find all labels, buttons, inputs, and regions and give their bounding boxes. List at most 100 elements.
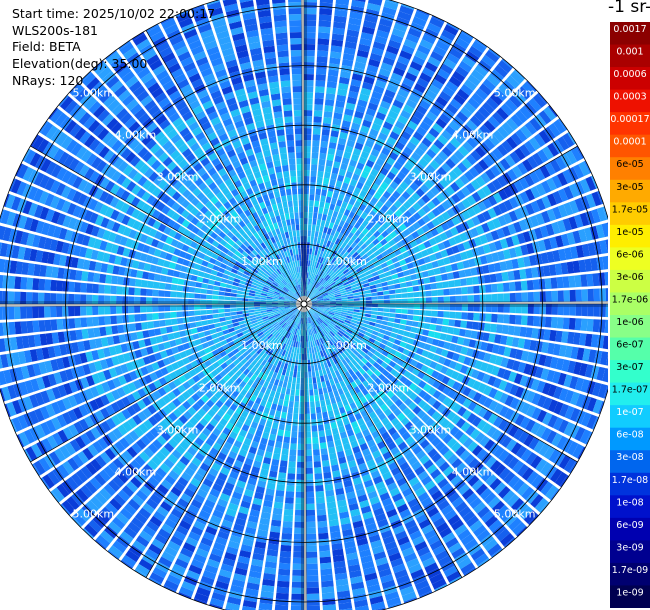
- data-cell: [314, 473, 323, 480]
- data-cell: [343, 350, 350, 357]
- data-cell: [307, 236, 311, 243]
- data-cell: [509, 348, 518, 359]
- data-cell: [306, 317, 309, 324]
- data-cell: [56, 357, 65, 370]
- data-cell: [393, 472, 404, 482]
- data-cell: [410, 568, 425, 580]
- data-cell: [371, 122, 382, 132]
- data-cell: [187, 431, 197, 441]
- data-cell: [276, 317, 283, 322]
- data-cell: [229, 534, 242, 544]
- data-cell: [311, 307, 317, 311]
- data-cell: [205, 437, 215, 447]
- data-cell: [334, 313, 341, 318]
- data-cell: [41, 347, 50, 360]
- data-cell: [388, 360, 397, 368]
- data-cell: [329, 203, 336, 211]
- data-cell: [454, 362, 463, 372]
- data-cell: [86, 283, 93, 293]
- data-cell: [180, 425, 191, 435]
- data-cell: [353, 593, 367, 602]
- data-cell: [461, 488, 474, 500]
- data-cell: [460, 421, 471, 433]
- data-cell: [242, 310, 249, 314]
- data-cell: [375, 319, 383, 324]
- data-cell: [179, 455, 190, 466]
- data-cell: [482, 210, 492, 221]
- data-cell: [443, 311, 450, 318]
- data-cell: [284, 300, 291, 302]
- data-cell: [196, 276, 204, 283]
- data-cell: [559, 475, 569, 488]
- data-cell: [366, 64, 379, 74]
- data-cell: [167, 381, 177, 391]
- data-cell: [311, 315, 316, 321]
- data-cell: [8, 321, 16, 335]
- data-cell: [344, 236, 351, 244]
- data-cell: [311, 287, 316, 293]
- data-cell: [276, 404, 283, 412]
- data-cell: [476, 213, 486, 224]
- data-cell: [318, 532, 329, 540]
- data-cell: [57, 267, 65, 279]
- data-cell: [304, 312, 306, 318]
- data-cell: [265, 375, 272, 383]
- data-cell: [256, 449, 265, 457]
- data-cell: [338, 329, 345, 336]
- data-cell: [108, 479, 121, 493]
- data-cell: [134, 349, 143, 359]
- data-cell: [203, 347, 212, 354]
- data-cell: [349, 11, 363, 20]
- data-cell: [260, 335, 267, 342]
- data-cell: [493, 403, 504, 415]
- data-cell: [348, 368, 355, 376]
- data-cell: [335, 310, 342, 314]
- data-cell: [155, 467, 167, 479]
- data-cell: [352, 587, 366, 596]
- data-cell: [353, 526, 366, 535]
- data-cell: [318, 430, 325, 438]
- data-cell: [306, 242, 310, 249]
- data-cell: [373, 261, 381, 267]
- data-cell: [218, 313, 225, 318]
- data-cell: [373, 85, 385, 95]
- data-cell: [52, 467, 65, 482]
- data-cell: [211, 547, 224, 557]
- data-cell: [323, 239, 328, 246]
- data-cell: [289, 313, 295, 319]
- data-cell: [314, 194, 321, 202]
- data-cell: [315, 345, 320, 353]
- data-cell: [317, 298, 324, 301]
- data-cell: [340, 70, 351, 79]
- data-cell: [477, 245, 486, 256]
- data-cell: [551, 221, 561, 235]
- data-cell: [317, 424, 324, 432]
- data-cell: [134, 568, 147, 578]
- data-cell: [310, 401, 315, 408]
- data-cell: [315, 319, 321, 325]
- data-cell: [202, 478, 214, 488]
- data-cell: [346, 139, 355, 148]
- data-cell: [235, 369, 243, 377]
- data-cell: [142, 525, 156, 538]
- data-cell: [407, 456, 418, 466]
- data-cell: [491, 304, 498, 313]
- data-cell: [279, 556, 291, 564]
- data-cell: [454, 344, 463, 354]
- data-cell: [390, 394, 399, 403]
- data-cell: [327, 440, 335, 448]
- data-cell: [375, 421, 384, 430]
- data-cell: [503, 293, 510, 303]
- data-cell: [147, 459, 159, 471]
- data-cell: [492, 147, 504, 160]
- data-cell: [110, 244, 119, 254]
- data-cell: [190, 526, 204, 536]
- data-cell: [389, 294, 396, 299]
- data-cell: [134, 512, 148, 525]
- data-cell: [546, 208, 557, 222]
- data-cell: [291, 425, 298, 432]
- data-cell: [529, 117, 542, 132]
- data-cell: [331, 371, 337, 379]
- data-cell: [205, 381, 214, 390]
- data-cell: [214, 391, 223, 400]
